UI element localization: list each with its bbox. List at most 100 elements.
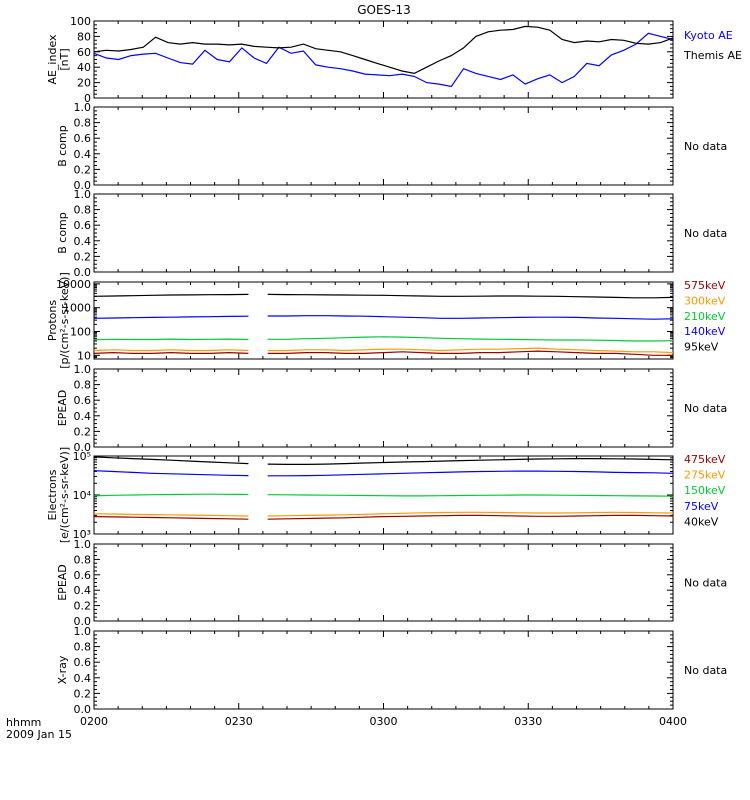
panels: 0 20 40 60 80 100 AE_index [nT] Kyoto AE Themis A… [46,15,742,716]
series-line-575kev [93,351,249,354]
series-line-40kev [267,458,674,465]
series-line-210kev [267,336,674,342]
series-line-140kev [93,315,249,319]
plot-frame [93,106,674,186]
y-tick-label: 1.0 [74,188,92,201]
y-tick-label: 100 [70,326,91,339]
series-line-210kev [93,338,249,341]
series-line-475kev [267,514,674,520]
y-tick-label: 60 [77,46,91,59]
plot-frame [93,281,674,360]
legend-entry: 140keV [684,325,726,338]
series-line-150kev [93,493,249,497]
y-tick-label: 0.0 [74,266,92,279]
y-tick-label: 1.0 [74,363,92,376]
x-tick-label: 0200 [80,715,108,728]
plot-frame [93,630,674,710]
y-tick-label: 0.6 [74,394,92,407]
y-axis-label: Electrons [46,469,59,520]
y-tick-label: 10⁵ [73,450,91,463]
series-line-150kev [267,494,674,497]
y-tick-label: 0.8 [74,379,92,392]
panel-1: 0 20 40 60 80 100 AE_index [nT] Kyoto AE Themis A… [46,15,742,105]
y-axis-label: B comp [56,212,69,254]
x-tick-label: 0400 [659,715,687,728]
series-line-275kev [93,513,249,517]
y-tick-label: 0.2 [74,163,92,176]
series-line-475kev [93,516,249,520]
legend-entry: 95keV [684,341,719,354]
no-data-note: No data [684,227,727,240]
y-axis-label: EPEAD [56,564,69,601]
y-tick-label: 0.6 [74,656,92,669]
x-tick-label: 0230 [225,715,253,728]
y-tick-label: 100 [70,15,91,28]
y-tick-label: 0.6 [74,569,92,582]
y-tick-label: 0.2 [74,250,92,263]
x-tick-label: 0330 [514,715,542,728]
panel-5: 0.0 0.2 0.4 0.6 0.8 1.0 EPEAD No data [56,363,727,454]
y-tick-label: 0.6 [74,219,92,232]
panel-3: 0.0 0.2 0.4 0.6 0.8 1.0 B comp No data [56,188,727,279]
legend-entry: 150keV [684,484,726,497]
series-line-300kev [267,347,674,354]
y-tick-label: 0.4 [74,672,92,685]
no-data-note: No data [684,402,727,415]
panel-6: 10³ 10⁴ 10⁵ Electrons [e/(cm²-s-sr-keV)] 475k… [46,447,726,543]
y-tick-label: 0 [84,92,91,105]
y-tick-label: 10³ [73,528,91,541]
series-line-140kev [267,315,674,320]
series-line-kyoto-ae [93,32,674,88]
y-axis-label: [e/(cm²-s-sr-keV)] [58,447,71,543]
y-tick-label: 0.0 [74,615,92,628]
y-tick-label: 0.6 [74,132,92,145]
y-tick-label: 0.0 [74,179,92,192]
y-axis-label: B comp [56,125,69,167]
panel-2: 0.0 0.2 0.4 0.6 0.8 1.0 B comp No data [56,101,727,192]
legend-entry: 300keV [684,294,726,307]
plot-frame [93,543,674,622]
series-line-275kev [267,511,674,517]
y-axis-label: X-ray [56,655,69,684]
y-tick-label: 0.2 [74,687,92,700]
series-line-75kev [267,470,674,477]
y-tick-label: 1.0 [74,538,92,551]
series-line-95kev [93,293,249,297]
plot-frame [93,368,674,448]
plot-frame [93,20,674,99]
panel-4: 10 100 1000 10000 Protons [p/(cm²-s-sr-keV)] 5… [46,272,726,369]
y-tick-label: 0.2 [74,600,92,613]
y-tick-label: 10⁴ [73,489,92,502]
y-axis-label: AE_index [46,34,59,85]
series-line-themis-ae [93,25,674,75]
x-tick-label: 0300 [370,715,398,728]
legend-entry: 210keV [684,310,726,323]
y-tick-label: 40 [77,61,91,74]
legend-entry: 275keV [684,469,726,482]
y-tick-label: 1.0 [74,625,92,638]
y-tick-label: 0.2 [74,425,92,438]
y-tick-label: 0.8 [74,553,92,566]
y-tick-label: 0.0 [74,441,92,454]
x-axis-unit-label: hhmm [6,716,41,729]
y-tick-label: 0.8 [74,204,92,217]
y-axis-label: EPEAD [56,390,69,427]
legend-entry: Themis AE [683,49,742,62]
legend-entry: 575keV [684,279,726,292]
y-tick-label: 1.0 [74,101,92,114]
y-tick-label: 0.8 [74,117,92,130]
legend-entry: 75keV [684,500,719,513]
y-axis-label: [nT] [58,48,71,70]
series-line-75kev [93,470,249,477]
x-axis: 0200 0230 0300 0330 0400 [80,715,687,728]
series-line-95kev [267,293,674,299]
y-tick-label: 10000 [56,278,91,291]
legend-entry: 40keV [684,515,719,528]
series-line-300kev [93,349,249,352]
y-tick-label: 80 [77,30,91,43]
y-tick-label: 0.8 [74,641,92,654]
panel-7: 0.0 0.2 0.4 0.6 0.8 1.0 EPEAD No data [56,538,727,628]
y-tick-label: 0.4 [74,410,92,423]
y-tick-label: 0.4 [74,584,92,597]
plot-frame [93,193,674,273]
